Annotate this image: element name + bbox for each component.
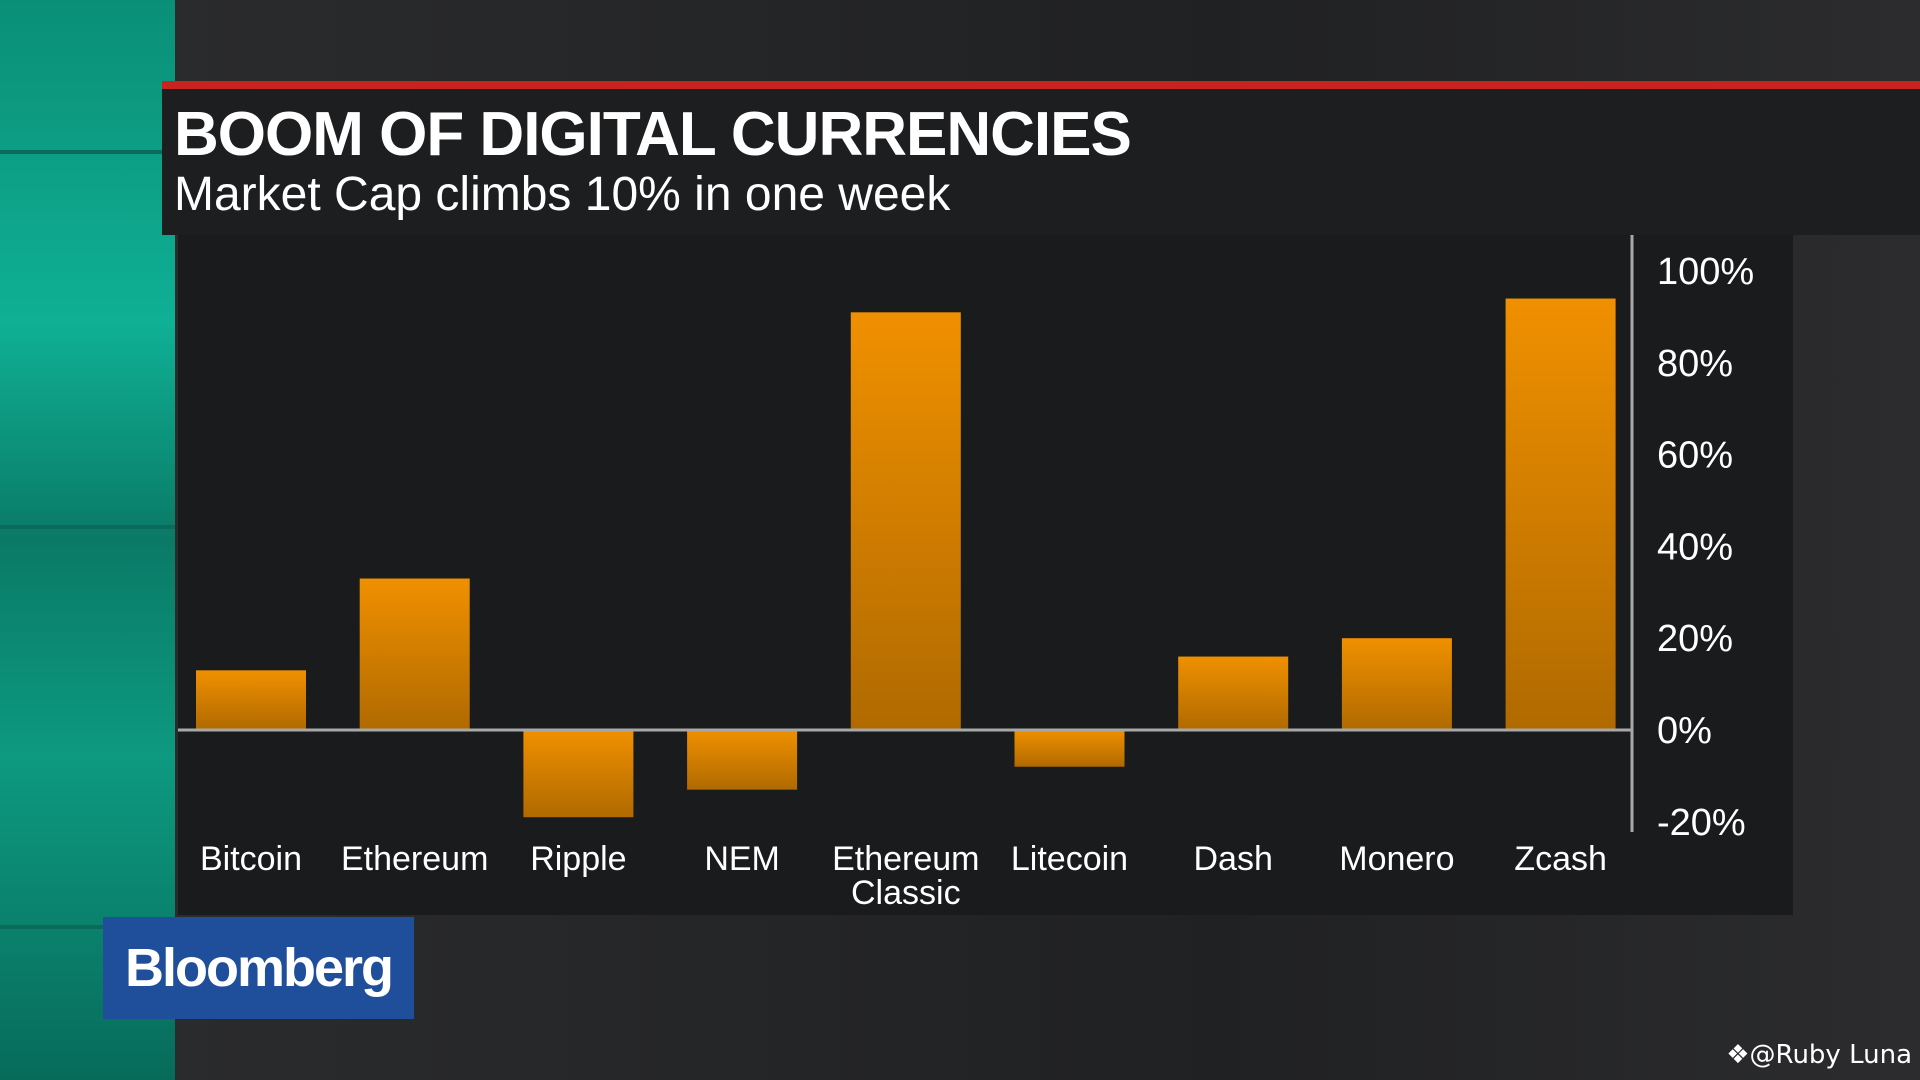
accent-red-line [162,81,1920,89]
title-band: BOOM OF DIGITAL CURRENCIES Market Cap cl… [162,89,1920,235]
chart-title: BOOM OF DIGITAL CURRENCIES [174,100,1132,169]
watermark-text: @Ruby Luna [1749,1040,1912,1070]
y-tick-label: 60% [1657,435,1733,477]
x-tick-label: Litecoin [1011,840,1128,878]
bar-nem [687,730,798,790]
bar-ethereum [359,578,470,730]
bar-dash [1178,656,1289,730]
teal-side-strip [0,0,175,1080]
x-tick-label: Zcash [1514,840,1607,878]
x-tick-label: Ethereum [341,840,488,878]
bar-bitcoin [196,670,306,730]
x-tick-label: Ethereum Classic [832,840,979,912]
bar-ethereum-classic [850,312,961,730]
y-tick-label: 100% [1657,251,1754,293]
watermark: ❖@Ruby Luna [1726,1040,1912,1070]
x-tick-label: Monero [1339,840,1454,878]
y-tick-label: 0% [1657,710,1712,752]
bar-ripple [523,730,634,818]
y-tick-label: 40% [1657,526,1733,568]
x-tick-label: Bitcoin [200,840,302,878]
x-tick-label: Ripple [530,840,626,878]
bar-zcash [1505,298,1616,730]
bar-monero [1341,638,1452,730]
y-tick-label: 20% [1657,618,1733,660]
diamond-logo-icon: ❖ [1726,1040,1750,1070]
bloomberg-logo: Bloomberg [103,917,414,1019]
y-tick-label: 80% [1657,343,1733,385]
y-tick-label: -20% [1657,802,1746,844]
x-tick-label: NEM [704,840,780,878]
bar-litecoin [1014,730,1125,767]
chart-subtitle: Market Cap climbs 10% in one week [174,168,951,221]
x-tick-label: Dash [1194,840,1273,878]
